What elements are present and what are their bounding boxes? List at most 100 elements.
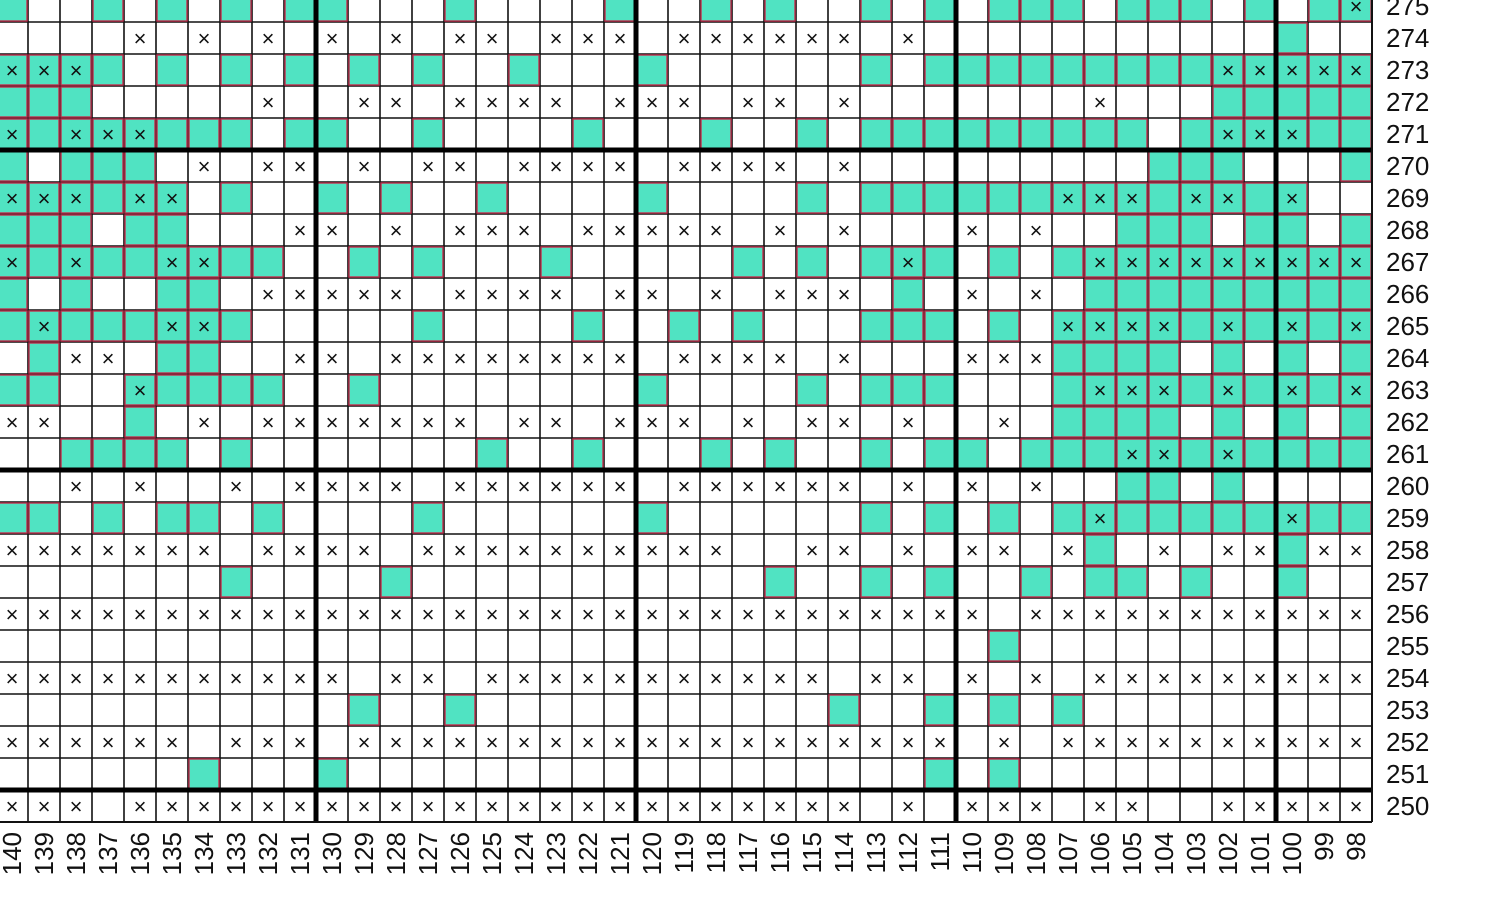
filled-cell[interactable] [412, 246, 444, 278]
filled-cell[interactable] [1020, 566, 1052, 598]
cell[interactable] [956, 246, 988, 278]
cell[interactable] [700, 598, 732, 630]
cell[interactable] [1052, 662, 1084, 694]
cell[interactable] [1276, 470, 1308, 502]
cell[interactable] [892, 598, 924, 630]
filled-cell[interactable] [1180, 150, 1212, 182]
filled-cell[interactable] [1116, 278, 1148, 310]
filled-cell[interactable] [1116, 374, 1148, 406]
filled-cell[interactable] [860, 54, 892, 86]
cell[interactable] [540, 118, 572, 150]
cell[interactable] [156, 534, 188, 566]
filled-cell[interactable] [764, 0, 796, 22]
filled-cell[interactable] [1276, 374, 1308, 406]
filled-cell[interactable] [0, 310, 28, 342]
cell[interactable] [668, 726, 700, 758]
cell[interactable] [828, 502, 860, 534]
filled-cell[interactable] [1084, 566, 1116, 598]
cell[interactable] [1244, 662, 1276, 694]
cell[interactable] [636, 342, 668, 374]
cell[interactable] [668, 470, 700, 502]
filled-cell[interactable] [1340, 438, 1372, 470]
cell[interactable] [796, 278, 828, 310]
filled-cell[interactable] [60, 214, 92, 246]
cell[interactable] [92, 86, 124, 118]
cell[interactable] [380, 118, 412, 150]
filled-cell[interactable] [380, 182, 412, 214]
cell[interactable] [476, 54, 508, 86]
cell[interactable] [956, 278, 988, 310]
cell[interactable] [252, 342, 284, 374]
cell[interactable] [284, 726, 316, 758]
cell[interactable] [1244, 598, 1276, 630]
cell[interactable] [1020, 406, 1052, 438]
cell[interactable] [28, 278, 60, 310]
cell[interactable] [572, 54, 604, 86]
cell[interactable] [92, 342, 124, 374]
filled-cell[interactable] [316, 182, 348, 214]
cell[interactable] [60, 534, 92, 566]
cell[interactable] [764, 342, 796, 374]
filled-cell[interactable] [348, 54, 380, 86]
cell[interactable] [604, 662, 636, 694]
filled-cell[interactable] [1052, 118, 1084, 150]
cell[interactable] [124, 470, 156, 502]
filled-cell[interactable] [1308, 246, 1340, 278]
cell[interactable] [1084, 758, 1116, 790]
filled-cell[interactable] [1308, 0, 1340, 22]
cell[interactable] [380, 790, 412, 822]
cell[interactable] [956, 406, 988, 438]
cell[interactable] [1340, 694, 1372, 726]
filled-cell[interactable] [988, 630, 1020, 662]
filled-cell[interactable] [28, 502, 60, 534]
cell[interactable] [636, 470, 668, 502]
cell[interactable] [892, 86, 924, 118]
cell[interactable] [412, 406, 444, 438]
cell[interactable] [636, 726, 668, 758]
cell[interactable] [0, 406, 28, 438]
cell[interactable] [636, 278, 668, 310]
cell[interactable] [284, 598, 316, 630]
cell[interactable] [540, 182, 572, 214]
cell[interactable] [1244, 406, 1276, 438]
cell[interactable] [316, 22, 348, 54]
filled-cell[interactable] [156, 0, 188, 22]
filled-cell[interactable] [1212, 406, 1244, 438]
cell[interactable] [1340, 566, 1372, 598]
cell[interactable] [1244, 566, 1276, 598]
cell[interactable] [1020, 726, 1052, 758]
cell[interactable] [828, 374, 860, 406]
cell[interactable] [988, 278, 1020, 310]
cell[interactable] [60, 598, 92, 630]
cell[interactable] [796, 310, 828, 342]
filled-cell[interactable] [0, 150, 28, 182]
cell[interactable] [380, 342, 412, 374]
cell[interactable] [540, 342, 572, 374]
cell[interactable] [732, 694, 764, 726]
cell[interactable] [220, 150, 252, 182]
cell[interactable] [284, 630, 316, 662]
filled-cell[interactable] [1180, 502, 1212, 534]
cell[interactable] [636, 86, 668, 118]
cell[interactable] [508, 214, 540, 246]
cell[interactable] [444, 566, 476, 598]
cell[interactable] [1052, 758, 1084, 790]
cell[interactable] [60, 470, 92, 502]
cell[interactable] [156, 470, 188, 502]
cell[interactable] [412, 790, 444, 822]
cell[interactable] [892, 662, 924, 694]
cell[interactable] [764, 278, 796, 310]
cell[interactable] [572, 342, 604, 374]
cell[interactable] [1052, 86, 1084, 118]
filled-cell[interactable] [924, 118, 956, 150]
filled-cell[interactable] [924, 246, 956, 278]
cell[interactable] [956, 150, 988, 182]
cell[interactable] [124, 342, 156, 374]
cell[interactable] [252, 310, 284, 342]
cell[interactable] [540, 630, 572, 662]
filled-cell[interactable] [1308, 438, 1340, 470]
cell[interactable] [1308, 758, 1340, 790]
cell[interactable] [1020, 246, 1052, 278]
filled-cell[interactable] [28, 54, 60, 86]
cell[interactable] [604, 630, 636, 662]
